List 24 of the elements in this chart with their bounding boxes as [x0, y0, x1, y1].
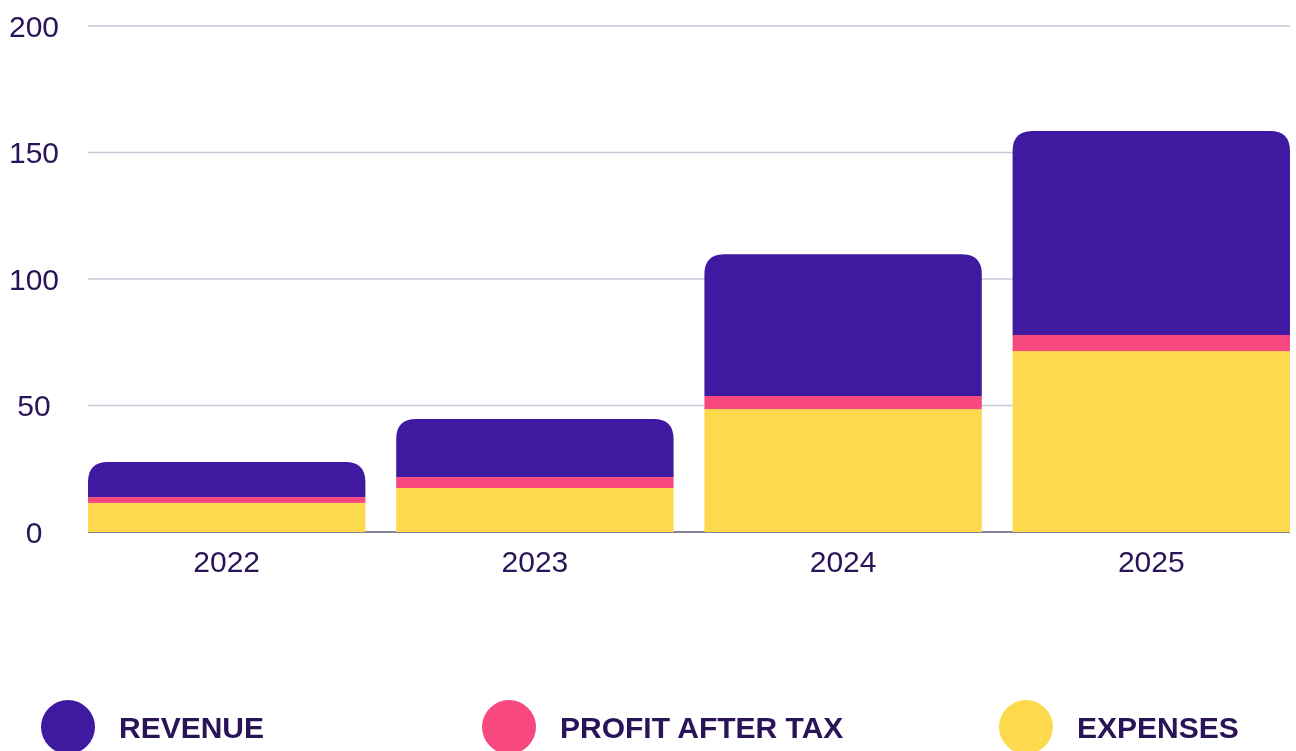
legend-label: REVENUE [119, 710, 265, 744]
bar [1012, 334, 1291, 352]
x-tick-label: 2023 [501, 545, 569, 578]
bar [88, 461, 366, 498]
y-tick-label: 150 [8, 136, 60, 169]
bar [1012, 351, 1291, 532]
bar [88, 497, 366, 503]
y-tick-label: 0 [25, 515, 43, 549]
x-tick-label: 2024 [809, 545, 877, 578]
bar [704, 395, 982, 410]
bar [1012, 131, 1290, 335]
bar [88, 502, 366, 532]
bar [704, 254, 982, 396]
y-tick-label: 100 [8, 262, 60, 296]
x-tick-label: 2025 [1117, 545, 1185, 578]
x-tick-label: 2022 [193, 545, 261, 578]
legend-label: PROFIT AFTER TAX [560, 710, 844, 744]
bar [704, 409, 982, 532]
bar [396, 477, 674, 488]
y-tick-label: 50 [17, 389, 51, 422]
y-tick-label: 200 [8, 9, 60, 43]
bar [396, 487, 674, 532]
legend-label: EXPENSES [1077, 710, 1239, 744]
bar [396, 418, 674, 478]
